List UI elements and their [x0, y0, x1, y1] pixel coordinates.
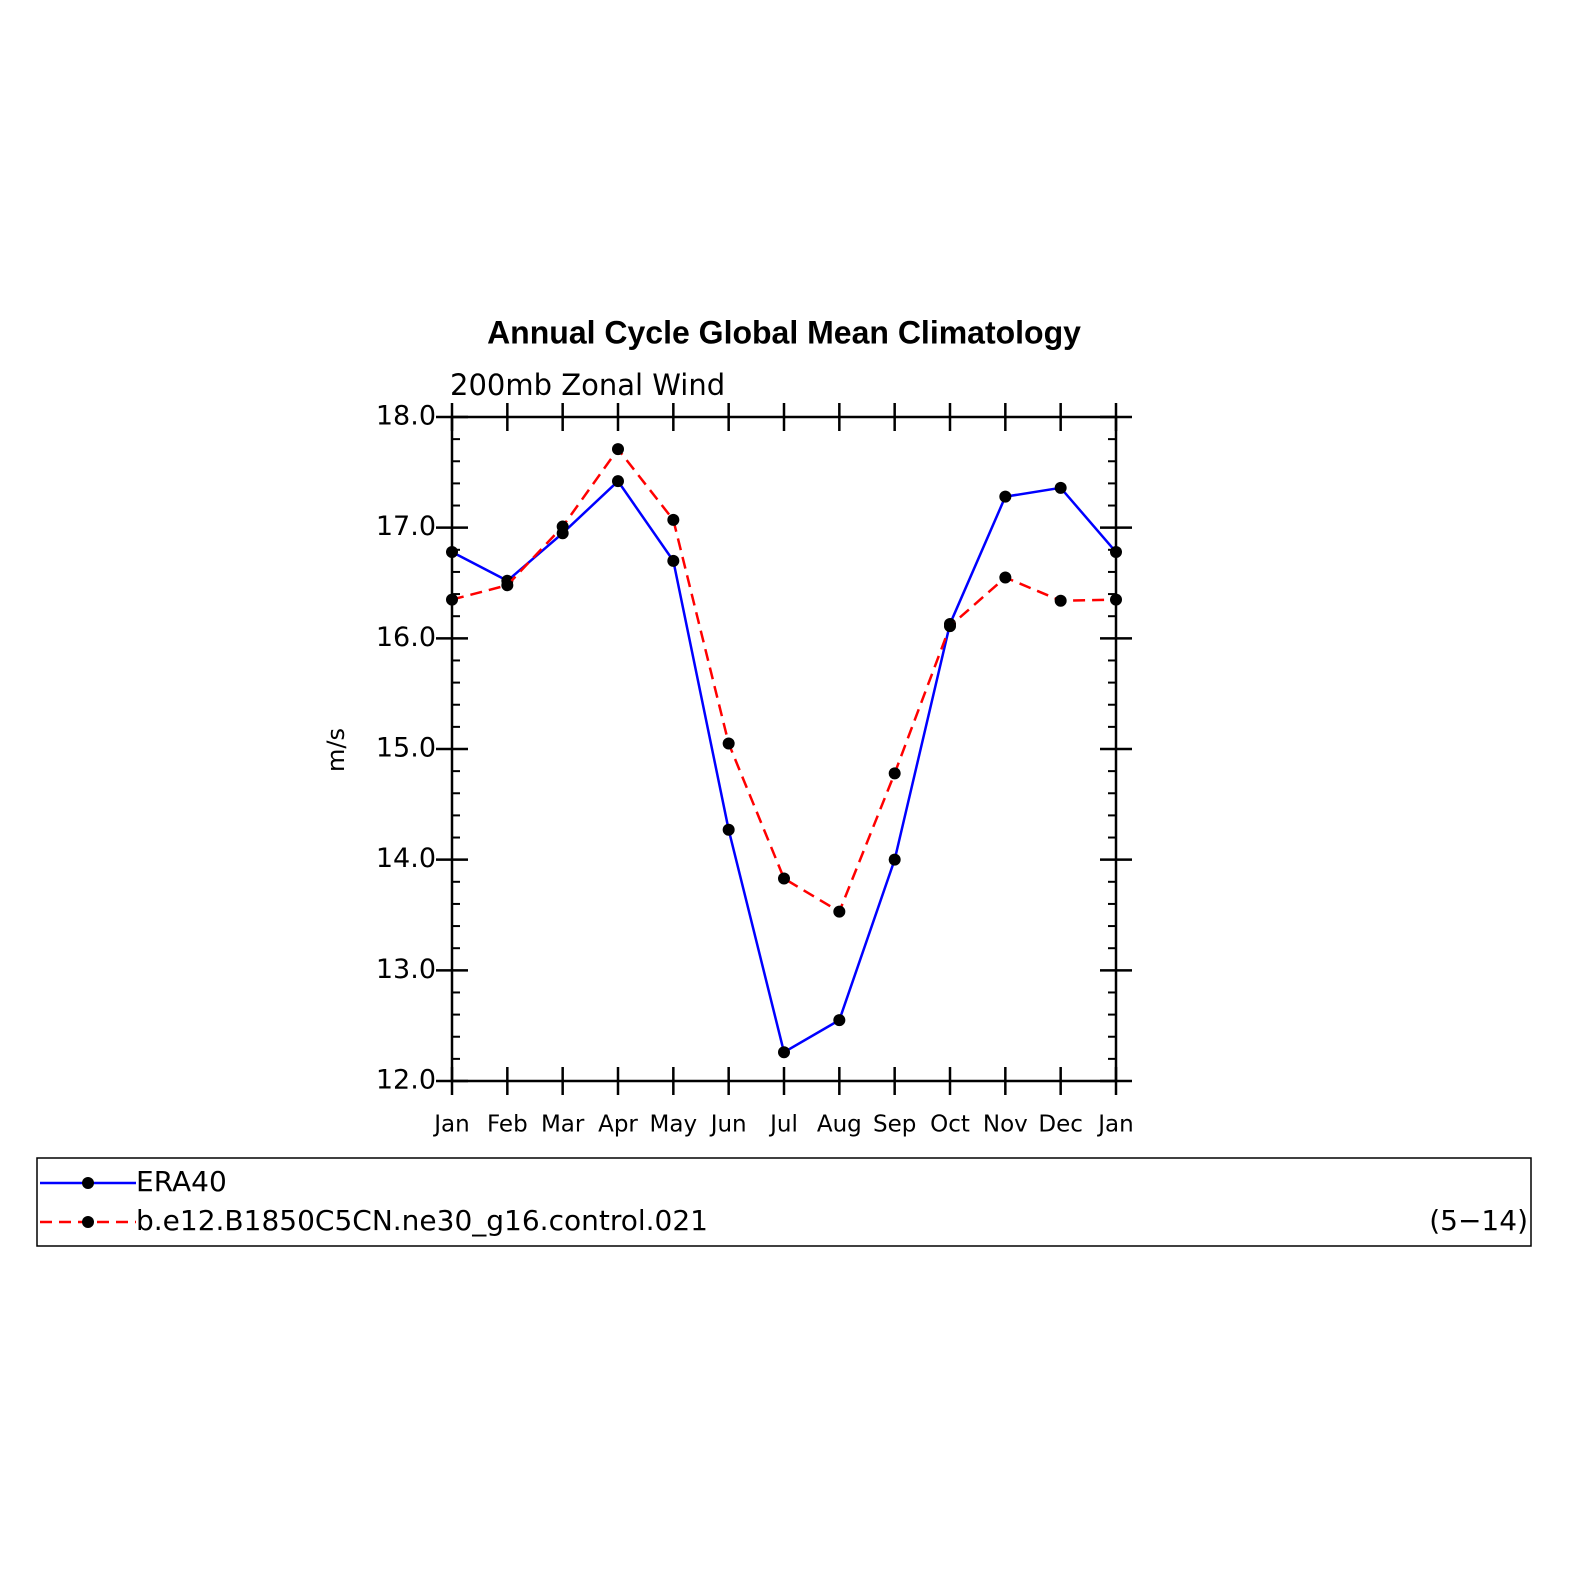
- point: [722, 737, 735, 750]
- x-tick-label: Jan: [432, 1112, 469, 1138]
- x-tick-label: Oct: [930, 1112, 970, 1138]
- point: [1054, 594, 1067, 607]
- series-line: [451, 447, 1117, 914]
- chart-title: Annual Cycle Global Mean Climatology: [487, 314, 1081, 350]
- legend-label: b.e12.B1850C5CN.ne30_g16.control.021: [136, 1204, 708, 1237]
- series-line: [451, 479, 1117, 1055]
- point: [612, 443, 624, 456]
- y-tick-label: 18.0: [376, 401, 436, 432]
- legend-marker: [82, 1216, 94, 1228]
- point: [888, 767, 901, 780]
- y-axis-label: m/s: [322, 728, 350, 772]
- point: [446, 546, 458, 559]
- x-tick-label: Jul: [768, 1112, 798, 1138]
- point: [1110, 593, 1122, 606]
- point: [999, 490, 1012, 503]
- x-tick-label: Jan: [1096, 1112, 1133, 1138]
- point: [944, 620, 956, 633]
- point: [1110, 546, 1122, 559]
- point: [446, 593, 458, 606]
- point: [833, 905, 846, 918]
- legend-label: ERA40: [136, 1165, 227, 1198]
- point: [612, 475, 624, 488]
- legend-box: [36, 1157, 1532, 1247]
- x-tick-label: Sep: [873, 1112, 916, 1138]
- x-tick-label: Mar: [541, 1112, 585, 1138]
- point: [778, 1046, 790, 1059]
- y-tick-label: 13.0: [376, 954, 436, 985]
- y-tick-label: 15.0: [376, 733, 436, 764]
- x-tick-label: Feb: [487, 1112, 528, 1138]
- point: [999, 571, 1012, 584]
- y-tick-label: 14.0: [376, 843, 436, 874]
- plot-frame: [450, 415, 1118, 1083]
- point: [778, 872, 790, 885]
- y-tick-label: 17.0: [376, 511, 436, 542]
- x-tick-label: Jun: [709, 1112, 747, 1138]
- point: [888, 853, 901, 866]
- point: [722, 823, 735, 836]
- x-tick-label: May: [650, 1112, 698, 1138]
- point: [556, 520, 569, 533]
- subtitle: 200mb Zonal Wind: [450, 368, 725, 402]
- point: [501, 579, 514, 592]
- point: [667, 554, 680, 567]
- x-tick-label: Nov: [983, 1112, 1028, 1138]
- x-tick-label: Aug: [817, 1112, 862, 1138]
- x-tick-label: Dec: [1038, 1112, 1083, 1138]
- point: [833, 1014, 846, 1027]
- y-tick-label: 16.0: [376, 622, 436, 653]
- legend-marker: [82, 1177, 94, 1189]
- point: [1054, 481, 1067, 494]
- y-tick-label: 12.0: [376, 1065, 436, 1096]
- annotation: (5−14): [1429, 1204, 1528, 1237]
- x-tick-label: Apr: [598, 1112, 638, 1138]
- point: [667, 513, 680, 526]
